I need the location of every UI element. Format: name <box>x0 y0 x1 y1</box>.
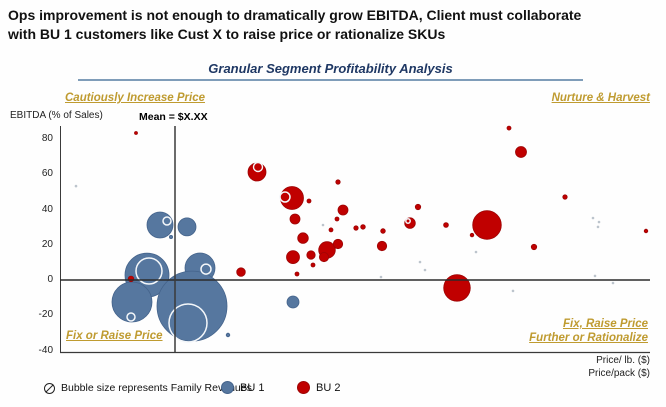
bubble-bu-2 <box>332 238 344 250</box>
highlight-ring <box>162 216 172 226</box>
bubble-bu-2 <box>306 250 316 260</box>
slide-title: Ops improvement is not enough to dramati… <box>8 7 582 42</box>
y-axis-tick-label: 0 <box>47 274 53 285</box>
bubble-size-icon <box>44 383 55 394</box>
highlight-ring <box>200 263 212 275</box>
bubble-unlabeled-small-dots <box>418 260 422 264</box>
bubble-bu-2 <box>335 179 341 185</box>
bubble-bu-2 <box>328 227 334 233</box>
bubble-unlabeled-small-dots <box>379 275 383 279</box>
y-axis-tick-label: 40 <box>41 203 53 215</box>
bubble-bu-2 <box>380 228 386 234</box>
legend-swatch-bu2 <box>297 381 310 394</box>
y-axis-tick-label: 60 <box>41 168 53 180</box>
bubble-bu-2 <box>334 216 340 222</box>
bubble-bu-1 <box>168 234 173 239</box>
bubble-bu-2 <box>469 232 475 238</box>
bubble-unlabeled-small-dots <box>423 268 427 272</box>
quadrant-label-top-left: Cautiously Increase Price <box>65 92 205 104</box>
bubble-bu-2 <box>376 240 388 252</box>
bubble-bu-2 <box>360 224 366 230</box>
bubble-bu-2 <box>286 250 300 265</box>
bubble-bu-2 <box>297 232 309 244</box>
y-axis-title: EBITDA (% of Sales) <box>10 110 103 121</box>
bubble-bu-2 <box>236 267 246 277</box>
bubble-unlabeled-small-dots <box>591 216 595 220</box>
legend-label-bu2: BU 2 <box>316 382 341 394</box>
legend-note: Bubble size represents Family Revenues <box>61 382 252 394</box>
bubble-bu-2 <box>280 186 304 210</box>
highlight-ring <box>405 218 411 224</box>
highlight-ring <box>168 303 208 343</box>
highlight-ring <box>135 257 163 285</box>
legend-label-bu1: BU 1 <box>240 382 265 394</box>
highlight-ring <box>279 191 291 203</box>
quadrant-label-top-right: Nurture & Harvest <box>551 92 650 104</box>
quadrant-label-bottom-left: Fix or Raise Price <box>66 330 163 342</box>
x-axis-title-line1: Price/ lb. ($) <box>596 355 650 366</box>
bubble-bu-2 <box>134 131 138 135</box>
bubble-unlabeled-small-dots <box>474 250 478 254</box>
bubble-bu-2 <box>353 225 359 231</box>
bubble-bu-2 <box>318 252 329 263</box>
bubble-bu-2 <box>506 125 512 131</box>
x-axis-title: Price/ lb. ($) Price/pack ($) <box>500 355 650 380</box>
bubble-bu-2 <box>643 228 649 234</box>
bubble-bu-2 <box>294 271 300 277</box>
bubble-bu-2 <box>472 210 502 240</box>
quadrant-label-bottom-right: Fix, Raise Price Further or Rationalize <box>529 317 648 345</box>
legend-swatch-bu1 <box>221 381 234 394</box>
quadrant-label-bottom-right-line2: Further or Rationalize <box>529 332 648 344</box>
bubble-bu-2 <box>127 275 135 283</box>
bubble-bu-1 <box>111 281 153 323</box>
bubble-unlabeled-small-dots <box>593 274 597 278</box>
bubble-unlabeled-small-dots <box>597 220 601 224</box>
y-axis-tick-label: 20 <box>41 238 53 250</box>
chart-title-underline <box>78 79 583 81</box>
chart-title: Granular Segment Profitability Analysis <box>208 61 453 76</box>
bubble-unlabeled-small-dots <box>511 289 515 293</box>
x-axis-title-line2: Price/pack ($) <box>588 367 650 379</box>
bubble-unlabeled-small-dots <box>74 184 78 188</box>
bubble-bu-2 <box>530 243 538 251</box>
highlight-ring <box>126 312 136 322</box>
bubble-bu-2 <box>289 213 301 225</box>
y-axis-tick-label: 80 <box>41 133 53 144</box>
bubble-bu-1 <box>225 332 231 338</box>
bubble-bu-1 <box>146 211 174 239</box>
y-axis-tick-label: -20 <box>38 309 53 321</box>
mean-line-label: Mean = $X.XX <box>139 111 208 123</box>
bubble-bu-2 <box>562 194 568 200</box>
bubble-unlabeled-small-dots <box>596 225 600 229</box>
bubble-unlabeled-small-dots <box>321 223 325 227</box>
bubble-unlabeled-small-dots <box>611 281 615 285</box>
bubble-bu-2 <box>337 204 349 216</box>
bubble-bu-2 <box>310 262 316 268</box>
bubble-bu-2 <box>306 198 312 204</box>
quadrant-label-bottom-right-line1: Fix, Raise Price <box>562 318 648 330</box>
bubble-bu-2 <box>443 222 449 228</box>
bubble-bu-1 <box>177 217 197 237</box>
bubble-bu-1 <box>156 270 228 342</box>
bubble-bu-2 <box>252 161 264 173</box>
bubble-bu-2 <box>414 203 422 211</box>
bubble-bu-2 <box>515 146 527 158</box>
bubble-bu-1 <box>286 295 300 309</box>
y-axis-tick-label: -40 <box>38 344 53 356</box>
bubble-bu-2 <box>443 274 471 302</box>
